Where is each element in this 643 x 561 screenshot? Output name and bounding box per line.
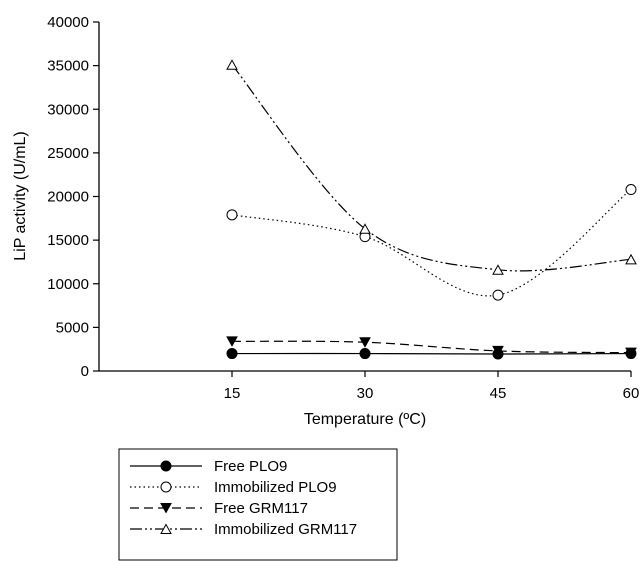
series-line-1 [231,189,632,297]
legend-marker [160,481,172,493]
x-tick-label: 30 [357,385,374,402]
data-point [226,209,238,221]
y-tick-label: 30000 [47,101,89,118]
x-axis-title: Temperature (ºC) [304,411,426,428]
data-point [625,184,637,196]
data-point [492,345,504,357]
y-tick-label: 25000 [47,145,89,162]
x-tick-label: 15 [224,385,241,402]
data-point [359,223,371,234]
y-axis-title: LiP activity (U/mL) [12,131,29,261]
legend-marker [160,523,172,534]
y-tick-label: 5000 [56,319,89,336]
series-markers [226,59,637,360]
x-tick-label: 60 [623,385,640,402]
data-point [226,348,238,360]
x-tick-label: 45 [490,385,507,402]
data-point [492,264,504,275]
data-point [226,59,238,70]
data-point [359,337,371,348]
y-tick-label: 10000 [47,276,89,293]
legend: Free PLO9 Immobilized PLO9 Free GRM117 Immo… [118,448,398,561]
legend-label: Immobilized GRM117 [214,521,357,538]
data-point [226,336,238,347]
legend-label: Immobilized PLO9 [214,479,337,496]
series-lines [231,64,632,355]
y-tick-label: 40000 [47,14,89,31]
legend-label: Free PLO9 [214,458,287,475]
legend-marker [160,503,172,514]
series-line-2 [231,340,632,354]
data-point [625,347,637,359]
y-ticks: 0 5000 10000 15000 20000 25000 30000 35000 40000 [47,14,99,380]
legend-label: Free GRM117 [214,500,308,517]
x-ticks: 15 30 45 60 [224,371,640,402]
legend-items: Free PLO9 Immobilized PLO9 Free GRM117 Immo… [130,458,357,538]
y-tick-label: 0 [81,363,89,380]
plot-area: 0 5000 10000 15000 20000 25000 30000 35000 40000… [47,14,639,402]
data-point [359,348,371,360]
y-tick-label: 20000 [47,189,89,206]
series-line-3 [231,64,632,272]
y-tick-label: 35000 [47,58,89,75]
y-tick-label: 15000 [47,232,89,249]
legend-marker [160,460,172,472]
data-point [492,289,504,301]
data-point [625,253,637,265]
